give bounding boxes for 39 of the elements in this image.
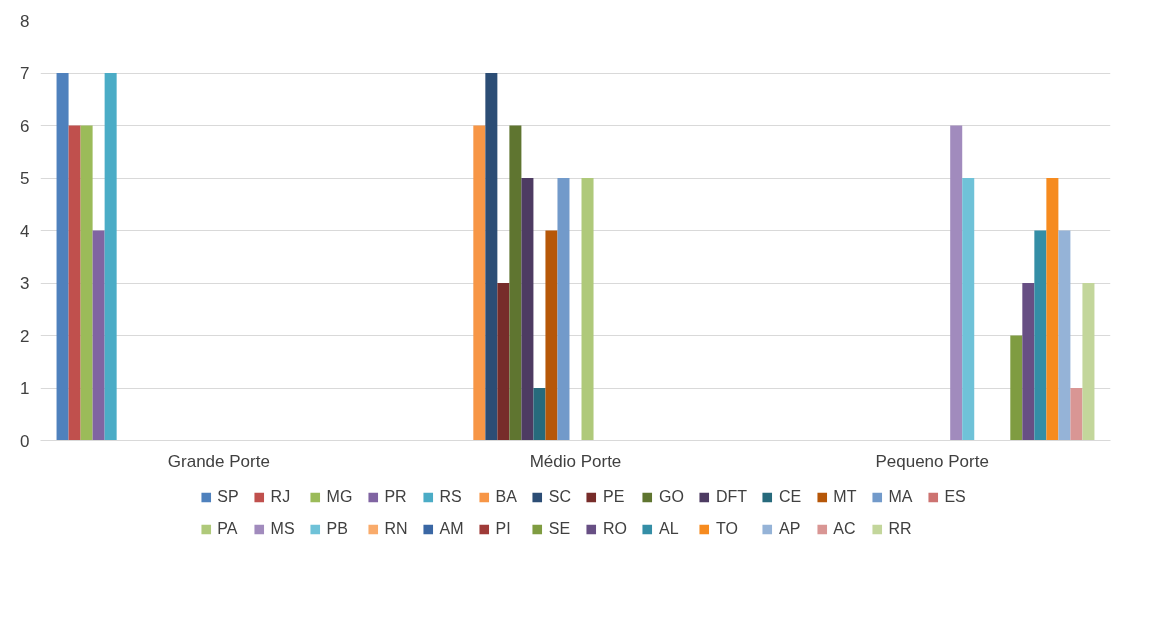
- y-tick-label: 6: [20, 116, 30, 136]
- legend-label: BA: [495, 488, 517, 506]
- legend-label: RR: [888, 520, 912, 538]
- legend-label: AC: [833, 520, 856, 538]
- x-tick-label: Pequeno Porte: [875, 451, 989, 471]
- legend-label: TO: [715, 520, 738, 538]
- legend-label: GO: [659, 488, 684, 506]
- y-tick-label: 0: [20, 431, 30, 451]
- x-tick-label: Grande Porte: [167, 451, 270, 471]
- legend-label: RJ: [270, 488, 291, 506]
- legend-label: PE: [603, 488, 625, 506]
- legend-label: PI: [495, 520, 512, 538]
- y-tick-label: 2: [20, 326, 30, 346]
- y-tick-label: 1: [20, 379, 30, 398]
- legend-label: CE: [779, 488, 802, 506]
- legend-label: AM: [439, 520, 464, 538]
- legend-label: AL: [659, 520, 680, 538]
- y-tick-label: 3: [20, 274, 30, 293]
- legend-label: PB: [326, 520, 348, 538]
- legend-label: MS: [270, 520, 295, 538]
- legend-label: PA: [217, 520, 238, 538]
- legend-label: ES: [944, 488, 966, 506]
- legend-label: RS: [439, 488, 462, 506]
- legend-label: PR: [384, 488, 407, 506]
- legend-label: SC: [548, 488, 572, 506]
- legend-label: RN: [384, 520, 408, 538]
- y-tick-label: 4: [20, 221, 30, 241]
- legend-label: AP: [779, 520, 801, 538]
- y-tick-label: 5: [20, 169, 30, 188]
- legend-label: MT: [833, 488, 857, 506]
- legend-label: DFT: [715, 488, 748, 506]
- legend-label: MA: [888, 488, 913, 506]
- x-tick-label: Médio Porte: [529, 451, 622, 471]
- legend-label: RO: [603, 520, 628, 538]
- y-tick-label: 7: [20, 64, 30, 83]
- legend-label: SE: [548, 520, 571, 538]
- legend-label: MG: [326, 488, 353, 506]
- legend-label: SP: [217, 488, 239, 506]
- y-tick-label: 8: [20, 11, 30, 31]
